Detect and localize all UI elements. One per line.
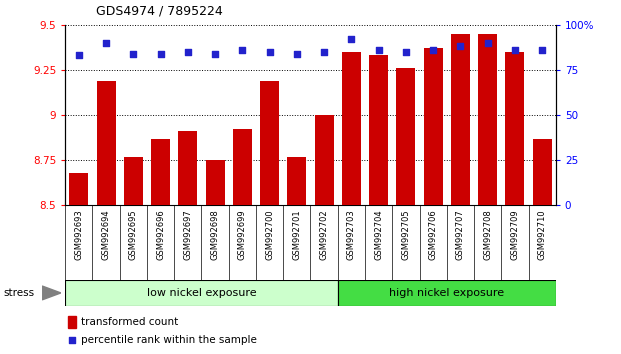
Point xyxy=(401,49,411,55)
Text: low nickel exposure: low nickel exposure xyxy=(147,288,256,298)
Point xyxy=(265,49,274,55)
Point xyxy=(319,49,329,55)
Bar xyxy=(151,138,170,205)
Bar xyxy=(260,81,279,205)
Text: GSM992710: GSM992710 xyxy=(538,209,546,260)
Text: GSM992696: GSM992696 xyxy=(156,209,165,260)
Text: GSM992709: GSM992709 xyxy=(510,209,519,260)
Text: GDS4974 / 7895224: GDS4974 / 7895224 xyxy=(96,5,223,18)
Bar xyxy=(233,130,252,205)
Point xyxy=(183,49,193,55)
Point xyxy=(156,51,166,57)
Bar xyxy=(178,131,197,205)
Text: GSM992700: GSM992700 xyxy=(265,209,274,260)
Bar xyxy=(68,316,76,328)
Bar xyxy=(369,56,388,205)
Text: GSM992706: GSM992706 xyxy=(428,209,438,260)
Text: GSM992703: GSM992703 xyxy=(347,209,356,260)
Point xyxy=(510,47,520,53)
Bar xyxy=(96,81,116,205)
Bar xyxy=(451,34,470,205)
Bar xyxy=(338,280,556,306)
Text: GSM992702: GSM992702 xyxy=(320,209,329,260)
Point xyxy=(374,47,384,53)
Bar xyxy=(396,68,415,205)
Bar xyxy=(206,160,225,205)
Point xyxy=(129,51,138,57)
Bar xyxy=(124,156,143,205)
Point xyxy=(74,53,84,58)
Bar xyxy=(342,52,361,205)
Text: GSM992694: GSM992694 xyxy=(102,209,111,260)
Bar xyxy=(505,52,525,205)
Text: transformed count: transformed count xyxy=(81,317,179,327)
Text: GSM992705: GSM992705 xyxy=(401,209,410,260)
Text: GSM992707: GSM992707 xyxy=(456,209,465,260)
Bar xyxy=(315,115,333,205)
Text: GSM992693: GSM992693 xyxy=(75,209,83,260)
Point xyxy=(101,40,111,46)
Polygon shape xyxy=(42,286,61,300)
Bar xyxy=(533,138,551,205)
Point xyxy=(455,44,465,49)
Text: percentile rank within the sample: percentile rank within the sample xyxy=(81,335,257,345)
Point xyxy=(483,40,492,46)
Point xyxy=(537,47,547,53)
Text: high nickel exposure: high nickel exposure xyxy=(389,288,504,298)
Bar xyxy=(478,34,497,205)
Point xyxy=(428,47,438,53)
Text: GSM992701: GSM992701 xyxy=(292,209,301,260)
Text: GSM992697: GSM992697 xyxy=(183,209,193,260)
Bar xyxy=(424,48,443,205)
Bar xyxy=(70,173,88,205)
Point xyxy=(292,51,302,57)
Bar xyxy=(65,280,338,306)
Text: GSM992708: GSM992708 xyxy=(483,209,492,260)
Bar xyxy=(288,156,306,205)
Point xyxy=(237,47,247,53)
Point xyxy=(66,337,76,343)
Point xyxy=(347,36,356,42)
Text: stress: stress xyxy=(3,288,34,298)
Text: GSM992704: GSM992704 xyxy=(374,209,383,260)
Text: GSM992699: GSM992699 xyxy=(238,209,247,260)
Point xyxy=(210,51,220,57)
Text: GSM992695: GSM992695 xyxy=(129,209,138,260)
Text: GSM992698: GSM992698 xyxy=(211,209,220,260)
